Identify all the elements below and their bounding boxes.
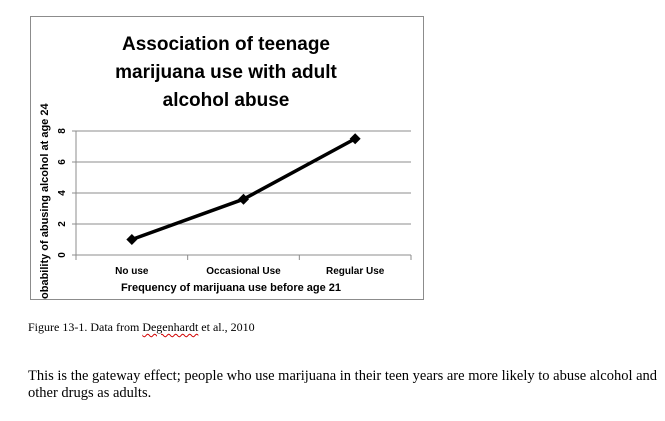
y-tick-label: 8 [57,128,68,134]
data-point-marker [238,193,249,205]
x-tick-label: Regular Use [326,266,385,277]
caption-suffix: et al., 2010 [198,320,255,334]
body-paragraph: This is the gateway effect; people who u… [28,368,658,401]
chart-frame: Association of teenage marijuana use with… [30,16,424,300]
caption-prefix: Figure 13-1. Data from [28,320,143,334]
chart-title-line: marijuana use with adult [115,62,337,83]
chart-title-line: alcohol abuse [163,90,290,111]
line-chart: Association of teenage marijuana use with… [39,34,412,299]
data-point-marker [126,234,138,245]
y-tick-label: 0 [57,252,68,258]
caption-author: Degenhardt [142,320,199,334]
data-point-marker [349,133,361,145]
y-tick-label: 2 [57,221,68,227]
x-axis-title: Frequency of marijuana use before age 21 [121,282,341,294]
y-tick-label: 4 [57,190,68,196]
figure-caption: Figure 13-1. Data from Degenhardt et al.… [28,320,255,335]
x-tick-label: Occasional Use [206,266,281,277]
y-tick-label: 6 [57,159,68,165]
y-axis-title: Probability of abusing alcohol at age 24 [39,103,51,299]
x-tick-label: No use [115,266,149,277]
chart-title-line: Association of teenage [122,34,330,55]
